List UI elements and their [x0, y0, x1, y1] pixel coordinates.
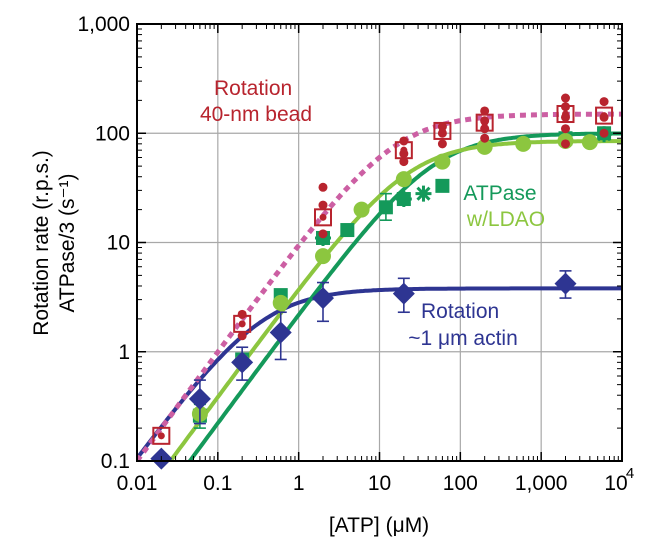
data-point: [188, 387, 211, 410]
x-tick-label: 0.1: [203, 472, 232, 495]
data-point-center: [561, 110, 569, 118]
data-point-scatter: [480, 106, 490, 116]
data-point: [556, 105, 575, 124]
x-tick-label: 10: [368, 472, 391, 495]
data-point-center: [238, 320, 246, 328]
x-tick-label: 0.01: [117, 472, 158, 495]
data-point: [314, 248, 331, 265]
data-point: [434, 153, 451, 170]
data-point-scatter: [599, 128, 609, 138]
y-tick-label: 1,000: [77, 13, 130, 36]
x-tick-label: 1: [293, 472, 305, 495]
data-point: [554, 272, 577, 295]
y-axis-title-line1: Rotation rate (r.p.s.): [30, 150, 53, 336]
y-tick-label: 10: [107, 232, 130, 255]
data-point: [581, 134, 598, 151]
annotation-rotation-bead: Rotation 40-nm bead: [200, 77, 312, 126]
data-point: [353, 201, 370, 218]
data-point-scatter: [237, 309, 247, 319]
data-point-center: [600, 112, 608, 120]
data-point: [269, 321, 292, 344]
data-point-center: [157, 432, 165, 440]
data-point: [340, 223, 355, 238]
data-point-center: [481, 119, 489, 127]
data-point-center: [319, 213, 327, 221]
fit-curve: [167, 139, 622, 461]
annotation-rotation-actin: Rotation ~1 μm actin: [408, 300, 518, 350]
fit-curve: [137, 111, 622, 461]
x-tick-label: 1,000: [515, 472, 568, 495]
data-point-scatter: [560, 124, 570, 134]
data-point-center: [438, 127, 446, 135]
y-tick-label: 0.1: [101, 450, 130, 473]
data-point-scatter: [399, 157, 409, 167]
data-point-scatter: [599, 97, 609, 107]
x-tick-label: 10: [604, 472, 627, 495]
data-point: [476, 138, 493, 155]
data-point-star: [395, 191, 412, 208]
data-point-scatter: [318, 229, 328, 239]
data-point-scatter: [399, 136, 409, 146]
axis-ticks: [136, 23, 623, 462]
y-axis-title-line2: ATPase/3 (s⁻¹): [56, 173, 79, 312]
data-point: [435, 178, 450, 193]
data-point: [313, 208, 332, 227]
data-point: [433, 121, 452, 140]
fit-curve: [137, 286, 622, 460]
data-point-scatter: [318, 200, 328, 210]
y-tick-label: 100: [95, 122, 130, 145]
data-point: [475, 113, 494, 132]
data-point: [394, 141, 413, 160]
data-point: [272, 294, 289, 311]
data-point: [378, 200, 393, 215]
data-point-scatter: [318, 182, 328, 192]
x-axis-title: [ATP] (μM): [329, 514, 429, 537]
data-point-scatter: [560, 93, 570, 103]
data-point: [233, 314, 252, 333]
data-point: [311, 287, 334, 310]
grid: [137, 24, 622, 461]
data-point: [395, 171, 412, 188]
data-point-center: [400, 146, 408, 154]
data-point-scatter: [560, 139, 570, 149]
data-point-star: [415, 185, 432, 202]
data-point: [152, 426, 171, 445]
data-point-scatter: [237, 331, 247, 341]
annotation-atpase: ATPase: [463, 182, 536, 205]
data-markers: [150, 93, 614, 470]
annotation-ldao: w/LDAO: [466, 208, 545, 231]
data-point: [515, 135, 532, 152]
x-tick-label: 100: [443, 472, 478, 495]
data-point: [231, 351, 254, 374]
data-point-scatter: [437, 139, 447, 149]
x-tick-label-exponent: 4: [626, 465, 634, 482]
y-tick-label: 1: [118, 341, 130, 364]
data-point-scatter: [480, 133, 490, 143]
data-point: [392, 282, 415, 305]
data-point: [595, 106, 614, 125]
